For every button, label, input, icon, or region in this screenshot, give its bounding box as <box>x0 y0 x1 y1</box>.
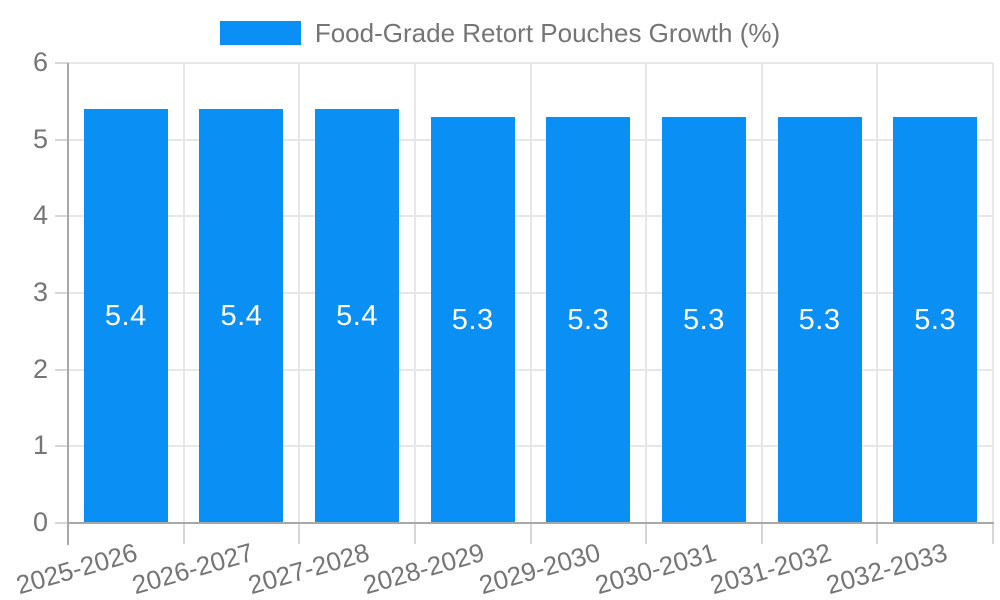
bar-value-label: 5.3 <box>451 303 494 336</box>
legend-label: Food-Grade Retort Pouches Growth (%) <box>314 17 781 48</box>
y-axis-tick-label: 5 <box>32 123 48 154</box>
x-axis-tick-label: 2028-2029 <box>360 537 488 600</box>
bar-value-label: 5.3 <box>567 303 610 336</box>
plot-area: 5.4 5.4 5.4 5.3 5.3 5.3 5.3 5.3 <box>68 62 994 523</box>
x-axis-tick <box>298 524 301 544</box>
bar-value-label: 5.4 <box>220 299 263 332</box>
legend-swatch <box>219 21 301 45</box>
bar-2030-2031: 5.3 <box>661 117 746 523</box>
y-axis-tick-label: 1 <box>32 430 48 461</box>
y-axis-tick-label: 6 <box>32 46 48 77</box>
x-axis-tick-label: 2029-2030 <box>475 537 604 600</box>
gridline-vertical <box>876 63 879 523</box>
gridline-vertical <box>645 63 648 523</box>
y-axis-tick-label: 2 <box>32 353 48 384</box>
gridline-vertical <box>413 63 416 523</box>
x-axis-tick <box>413 524 416 544</box>
bar-2028-2029: 5.3 <box>430 117 515 523</box>
bar-value-label: 5.3 <box>683 303 725 336</box>
y-axis-tick-label: 3 <box>32 276 48 307</box>
bar-value-label: 5.3 <box>914 303 957 336</box>
x-axis-tick <box>529 524 532 544</box>
bar-value-label: 5.4 <box>336 299 378 332</box>
y-axis-line <box>67 63 69 545</box>
bar-value-label: 5.3 <box>798 303 841 336</box>
y-axis-tick-label: 4 <box>32 200 48 231</box>
legend: Food-Grade Retort Pouches Growth (%) <box>0 16 1000 50</box>
x-axis-tick <box>992 524 994 544</box>
x-axis-tick <box>182 524 185 544</box>
gridline-vertical <box>760 63 763 523</box>
x-axis-tick <box>876 524 879 544</box>
bar-2032-2033: 5.3 <box>893 117 978 523</box>
x-axis-tick-label: 2031-2032 <box>707 537 835 600</box>
y-axis-tick-label: 0 <box>32 506 48 537</box>
x-axis-tick-label: 2032-2033 <box>822 537 951 600</box>
gridline-vertical <box>182 63 185 523</box>
bar-2031-2032: 5.3 <box>777 117 862 523</box>
x-axis-tick-label: 2030-2031 <box>591 537 720 600</box>
gridline-vertical <box>992 63 994 523</box>
gridline-vertical <box>298 63 301 523</box>
gridline-vertical <box>529 63 532 523</box>
x-axis-tick-label: 2026-2027 <box>128 537 257 600</box>
bar-2029-2030: 5.3 <box>546 117 631 523</box>
bar-2026-2027: 5.4 <box>199 109 284 523</box>
x-axis-line <box>67 522 994 524</box>
bar-2025-2026: 5.4 <box>83 109 168 523</box>
x-axis-tick <box>760 524 763 544</box>
bar-value-label: 5.4 <box>104 299 147 332</box>
bar-2027-2028: 5.4 <box>315 109 400 523</box>
x-axis-tick-label: 2027-2028 <box>244 537 373 600</box>
y-axis-labels: 0 1 2 3 4 5 6 <box>0 0 48 600</box>
x-axis-tick <box>645 524 648 544</box>
